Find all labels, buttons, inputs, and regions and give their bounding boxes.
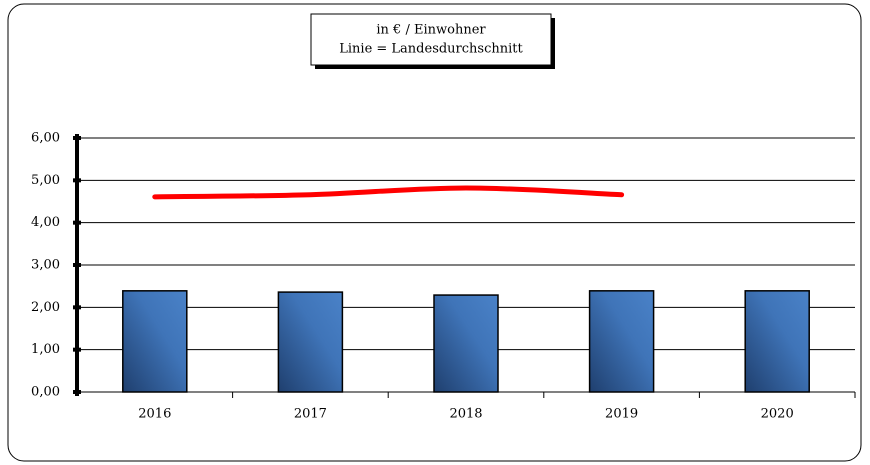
line xyxy=(152,185,625,200)
y-tick-label: 5,00 xyxy=(31,173,60,188)
title-box xyxy=(310,13,552,66)
x-tick-label: 2018 xyxy=(449,407,482,422)
bar xyxy=(122,290,188,393)
bar xyxy=(433,294,499,393)
x-tick-label: 2019 xyxy=(605,407,638,422)
x-tick-label: 2020 xyxy=(761,407,794,422)
title-line: in € / Einwohner xyxy=(376,23,486,38)
title-line: Linie = Landesdurchschnitt xyxy=(339,42,523,57)
x-tick-label: 2017 xyxy=(294,407,327,422)
x-tick-label: 2016 xyxy=(138,407,171,422)
bar xyxy=(744,290,810,393)
y-tick-label: 0,00 xyxy=(31,385,60,400)
bar xyxy=(277,291,344,393)
y-tick-label: 4,00 xyxy=(31,215,60,230)
y-tick-label: 2,00 xyxy=(31,300,60,315)
y-tick-label: 3,00 xyxy=(31,258,60,273)
bar xyxy=(588,290,655,393)
y-tick-label: 6,00 xyxy=(31,131,60,146)
y-tick-label: 1,00 xyxy=(31,342,60,357)
